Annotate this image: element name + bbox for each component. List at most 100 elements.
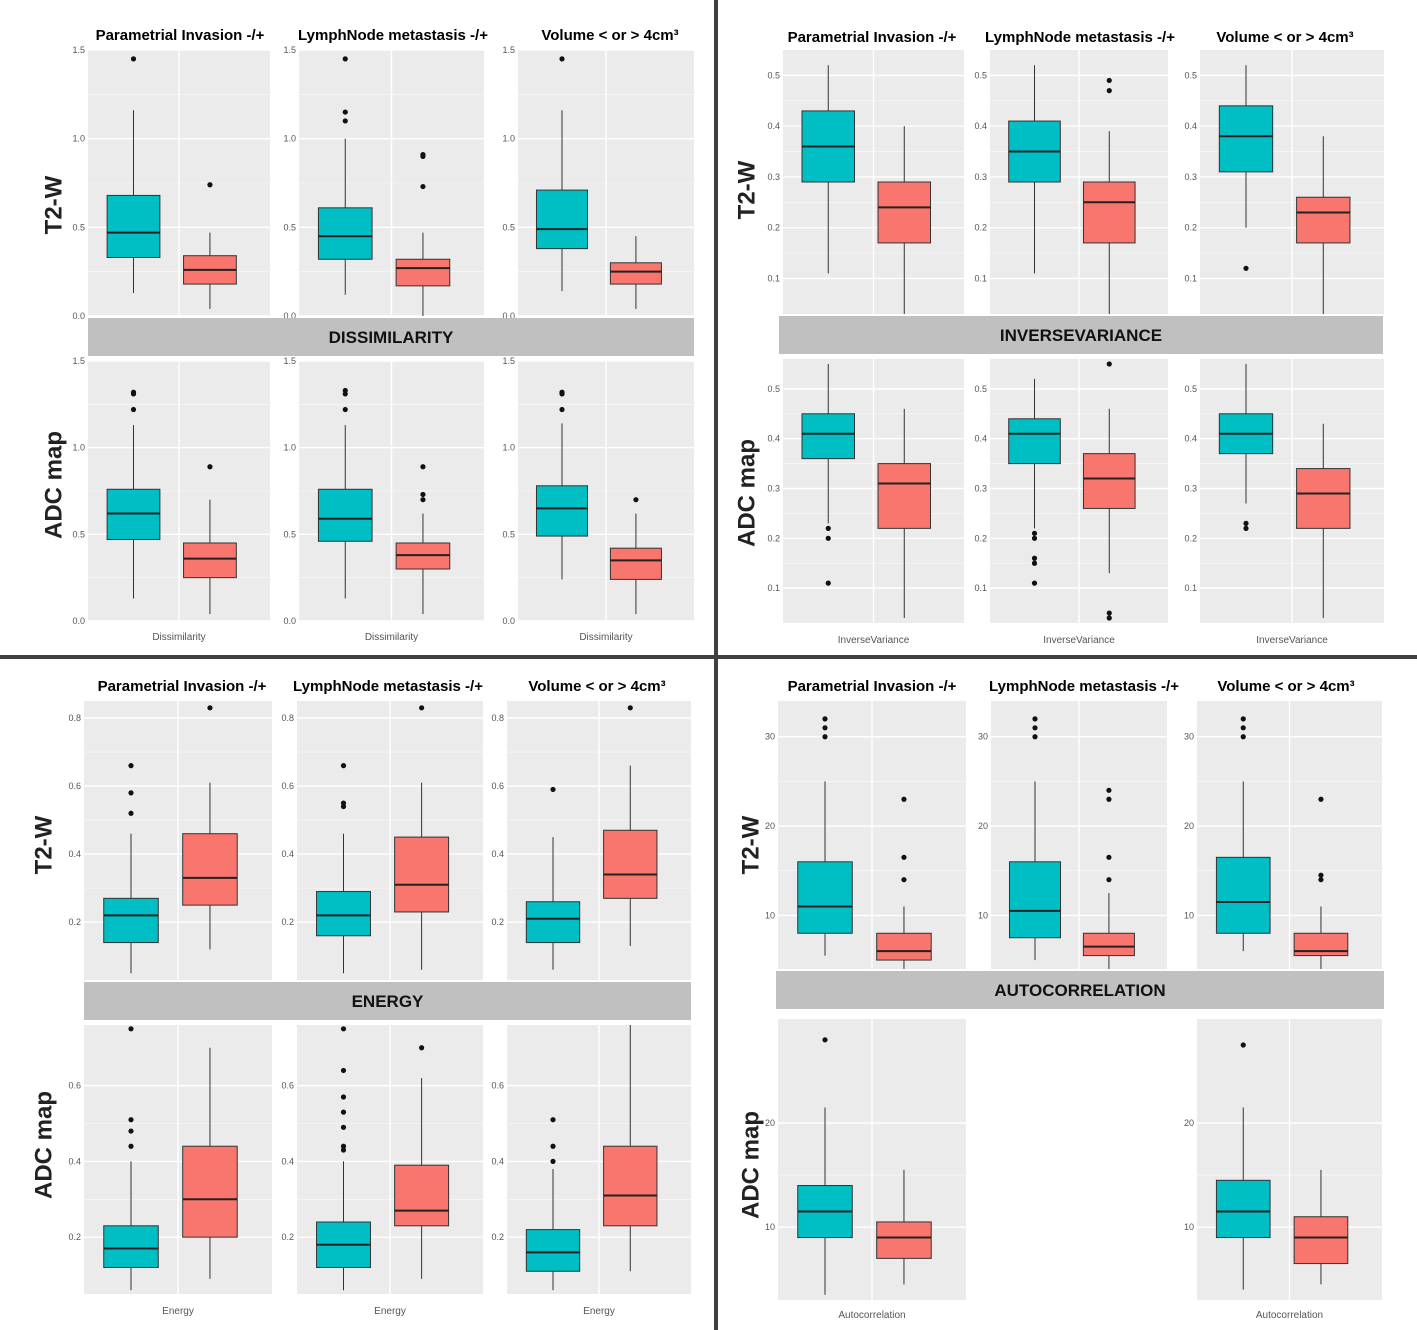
panel-volume-t2w: 0.1 0.2 0.3 0.4 0.5 [1184,50,1384,314]
row-label-t2w: T2-W [737,815,764,874]
y-tick-label: 1.5 [502,356,515,366]
column-title-lymphnode: LymphNode metastasis -/+ [989,678,1179,695]
outlier-point-negative [1240,716,1246,722]
y-tick-label: 0.2 [491,917,504,927]
row-label-t2w: T2-W [733,160,760,219]
y-tick-label: 1.5 [502,45,515,55]
outlier-point-negative [1240,725,1246,731]
outlier-point-negative [340,1147,347,1153]
outlier-point-positive [1106,88,1112,94]
panel-parametrial-t2w: 0.0 0.5 1.0 1.5 [72,45,270,321]
y-tick-label: 0.1 [767,583,780,593]
box-negative [525,1229,581,1272]
y-tick-label: 0.0 [502,616,515,626]
panel-lymphnode-t2w: 0.1 0.2 0.3 0.4 0.5 [974,50,1168,314]
box-positive [1082,932,1135,957]
panel-parametrial-t2w: 0.2 0.4 0.6 0.8 [68,701,272,980]
y-tick-label: 0.5 [283,222,296,232]
outlier-point-negative [130,56,137,62]
outlier-point-positive [1318,872,1324,878]
row-label-adc: ADC map [733,439,760,547]
x-axis-label: Energy [374,1306,406,1317]
panel-lymphnode-t2w: 0.2 0.4 0.6 0.8 [281,701,483,980]
outlier-point-negative [825,580,831,586]
column-title-volume: Volume < or > 4cm³ [1217,678,1354,695]
box-negative [801,413,855,460]
y-tick-label: 0.4 [281,849,294,859]
y-tick-label: 0.4 [68,849,81,859]
box-negative [535,189,589,250]
outlier-point-negative [1032,725,1038,731]
x-axis-label: InverseVariance [1256,635,1328,646]
x-axis-label: InverseVariance [1043,635,1115,646]
feature-title: INVERSEVARIANCE [1000,326,1162,345]
y-tick-label: 0.5 [72,222,85,232]
outlier-point-positive [1106,854,1112,860]
panel-lymphnode-adc: 0.0 0.5 1.0 1.5 Dissimilarity [283,356,484,643]
outlier-point-negative [822,716,828,722]
outlier-point-negative [559,389,565,395]
panel-parametrial-t2w: 0.1 0.2 0.3 0.4 0.5 [767,50,964,314]
x-axis-label: Dissimilarity [152,632,205,643]
box-negative [1215,856,1271,934]
y-tick-label: 30 [978,732,988,742]
y-tick-label: 1.0 [72,134,85,144]
y-tick-label: 0.0 [502,311,515,321]
panel-volume-adc: 0.0 0.5 1.0 1.5 Dissimilarity [502,356,694,643]
y-tick-label: 0.1 [1184,583,1197,593]
outlier-point-positive [207,182,213,188]
outlier-point-negative [1031,580,1038,586]
y-tick-label: 0.2 [767,533,780,543]
outlier-point-positive [207,705,213,711]
x-axis-label: Dissimilarity [579,632,632,643]
column-title-lymphnode: LymphNode metastasis -/+ [985,29,1175,46]
outlier-point-negative [340,1124,347,1130]
panel-lymphnode-adc: 0.1 0.2 0.3 0.4 0.5 InverseVariance [974,359,1168,646]
x-axis-label: Autocorrelation [838,1310,905,1321]
outlier-point-negative [128,810,134,816]
panel-parametrial-adc: 0.0 0.5 1.0 1.5 Dissimilarity [72,356,270,643]
y-tick-label: 0.8 [68,713,81,723]
outlier-point-negative [340,1109,347,1115]
box-positive [876,1221,932,1259]
y-tick-label: 30 [765,732,775,742]
outlier-point-negative [1243,520,1249,526]
box-positive [183,542,237,579]
y-tick-label: 0.5 [1184,70,1197,80]
panel-volume-adc: 0.2 0.4 0.6 Energy [491,1025,691,1317]
outlier-point-negative [340,763,347,769]
outlier-point-positive [1106,77,1112,84]
y-tick-label: 0.6 [491,781,504,791]
outlier-point-positive [420,491,426,498]
outlier-point-negative [130,406,137,413]
outlier-point-negative [825,535,831,541]
outlier-point-positive [1106,610,1112,616]
outlier-point-positive [901,854,907,860]
box-positive [1296,468,1351,529]
box-negative [103,1225,159,1268]
box-positive [1293,1216,1349,1265]
outlier-point-negative [1031,560,1038,566]
y-tick-label: 1.0 [283,134,296,144]
y-tick-label: 0.1 [974,583,987,593]
outlier-point-negative [1031,535,1038,541]
outlier-point-positive [420,497,426,503]
column-title-lymphnode: LymphNode metastasis -/+ [298,27,488,44]
y-tick-label: 0.6 [68,1081,81,1091]
outlier-point-negative [340,1026,347,1032]
box-negative [525,901,581,944]
x-axis-label: Energy [583,1306,615,1317]
outlier-point-negative [1243,265,1249,271]
y-tick-label: 0.2 [68,1232,81,1242]
panel-lymphnode-t2w: 10 20 30 [978,701,1167,969]
outlier-point-negative [128,1117,134,1123]
panel-volume-t2w: 10 20 30 [1184,701,1382,969]
outlier-point-positive [1106,615,1112,621]
feature-banner [84,982,691,1020]
quadrant-inversevariance: Parametrial Invasion -/+ LymphNode metast… [733,29,1384,646]
outlier-point-negative [130,389,137,395]
y-tick-label: 0.3 [767,172,780,182]
box-positive [1293,932,1349,957]
y-tick-label: 0.5 [502,529,515,539]
y-tick-label: 0.6 [281,1081,294,1091]
